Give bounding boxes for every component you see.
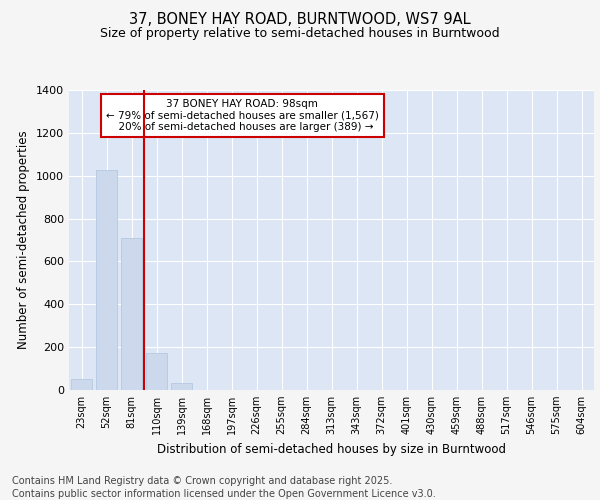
Text: 37, BONEY HAY ROAD, BURNTWOOD, WS7 9AL: 37, BONEY HAY ROAD, BURNTWOOD, WS7 9AL [129,12,471,28]
X-axis label: Distribution of semi-detached houses by size in Burntwood: Distribution of semi-detached houses by … [157,442,506,456]
Text: Size of property relative to semi-detached houses in Burntwood: Size of property relative to semi-detach… [100,28,500,40]
Y-axis label: Number of semi-detached properties: Number of semi-detached properties [17,130,31,350]
Text: Contains HM Land Registry data © Crown copyright and database right 2025.: Contains HM Land Registry data © Crown c… [12,476,392,486]
Bar [71,380,92,390]
Text: 37 BONEY HAY ROAD: 98sqm
← 79% of semi-detached houses are smaller (1,567)
  20%: 37 BONEY HAY ROAD: 98sqm ← 79% of semi-d… [106,99,379,132]
Bar [171,382,192,390]
Bar [121,238,142,390]
Bar [146,352,167,390]
Text: Contains public sector information licensed under the Open Government Licence v3: Contains public sector information licen… [12,489,436,499]
Bar [96,170,117,390]
